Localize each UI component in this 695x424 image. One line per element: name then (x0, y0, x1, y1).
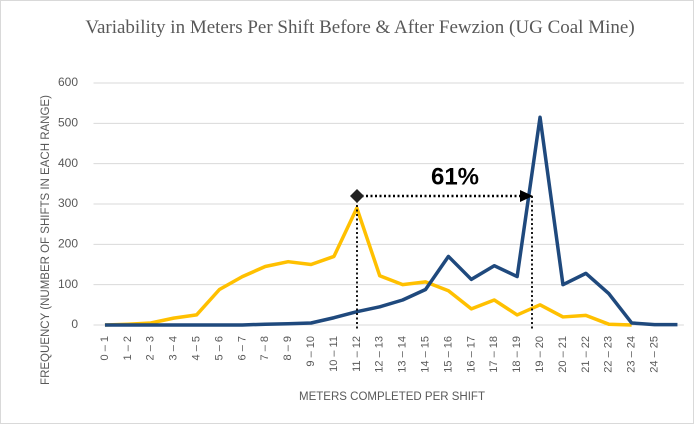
x-tick-label: 2 – 3 (145, 336, 157, 360)
x-tick-label: 4 – 5 (190, 336, 202, 360)
x-tick-label: 6 – 7 (236, 336, 248, 360)
y-tick-label: 100 (58, 277, 78, 291)
y-tick-label: 200 (58, 237, 78, 251)
x-tick-label: 15 – 16 (442, 336, 454, 373)
x-tick-label: 9 – 10 (305, 336, 317, 367)
series-line (104, 206, 632, 327)
x-tick-label: 5 – 6 (213, 336, 225, 360)
x-tick-label: 12 – 13 (374, 336, 386, 373)
x-tick-label: 0 – 1 (99, 336, 111, 360)
chart-title: Variability in Meters Per Shift Before &… (85, 17, 635, 38)
x-tick-label: 16 – 17 (465, 336, 477, 373)
y-tick-label: 500 (58, 116, 78, 130)
y-tick-label: 300 (58, 196, 78, 210)
x-tick-label: 14 – 15 (419, 336, 431, 373)
x-tick-label: 18 – 19 (511, 336, 523, 373)
annotation: 61% (431, 163, 479, 190)
y-tick-label: 0 (71, 317, 78, 331)
x-tick-label: 22 – 23 (603, 336, 615, 373)
x-tick-label: 24 – 25 (648, 336, 660, 373)
x-tick-label: 23 – 24 (626, 336, 638, 373)
x-tick-label: 1 – 2 (122, 336, 134, 360)
x-tick-label: 19 – 20 (534, 336, 546, 373)
x-tick-label: 17 – 18 (488, 336, 500, 373)
x-tick-label: 3 – 4 (168, 336, 180, 360)
x-tick-label: 7 – 8 (259, 336, 271, 360)
y-tick-label: 600 (58, 75, 78, 89)
x-tick-label: 20 – 21 (557, 336, 569, 373)
x-tick-label: 11 – 12 (351, 336, 363, 372)
diamond-marker (350, 189, 364, 203)
y-axis-label: FREQUENCY (NUMBER OF SHIFTS IN EACH RANG… (40, 95, 52, 385)
x-tick-label: 8 – 9 (282, 336, 294, 360)
x-tick-label: 13 – 14 (397, 336, 409, 373)
x-tick-label: 21 – 22 (580, 336, 592, 373)
x-tick-label: 10 – 11 (328, 336, 340, 372)
x-axis-label: METERS COMPLETED PER SHIFT (299, 391, 485, 403)
series-line (104, 115, 678, 327)
arrow-head (520, 190, 533, 202)
y-tick-label: 400 (58, 156, 78, 170)
